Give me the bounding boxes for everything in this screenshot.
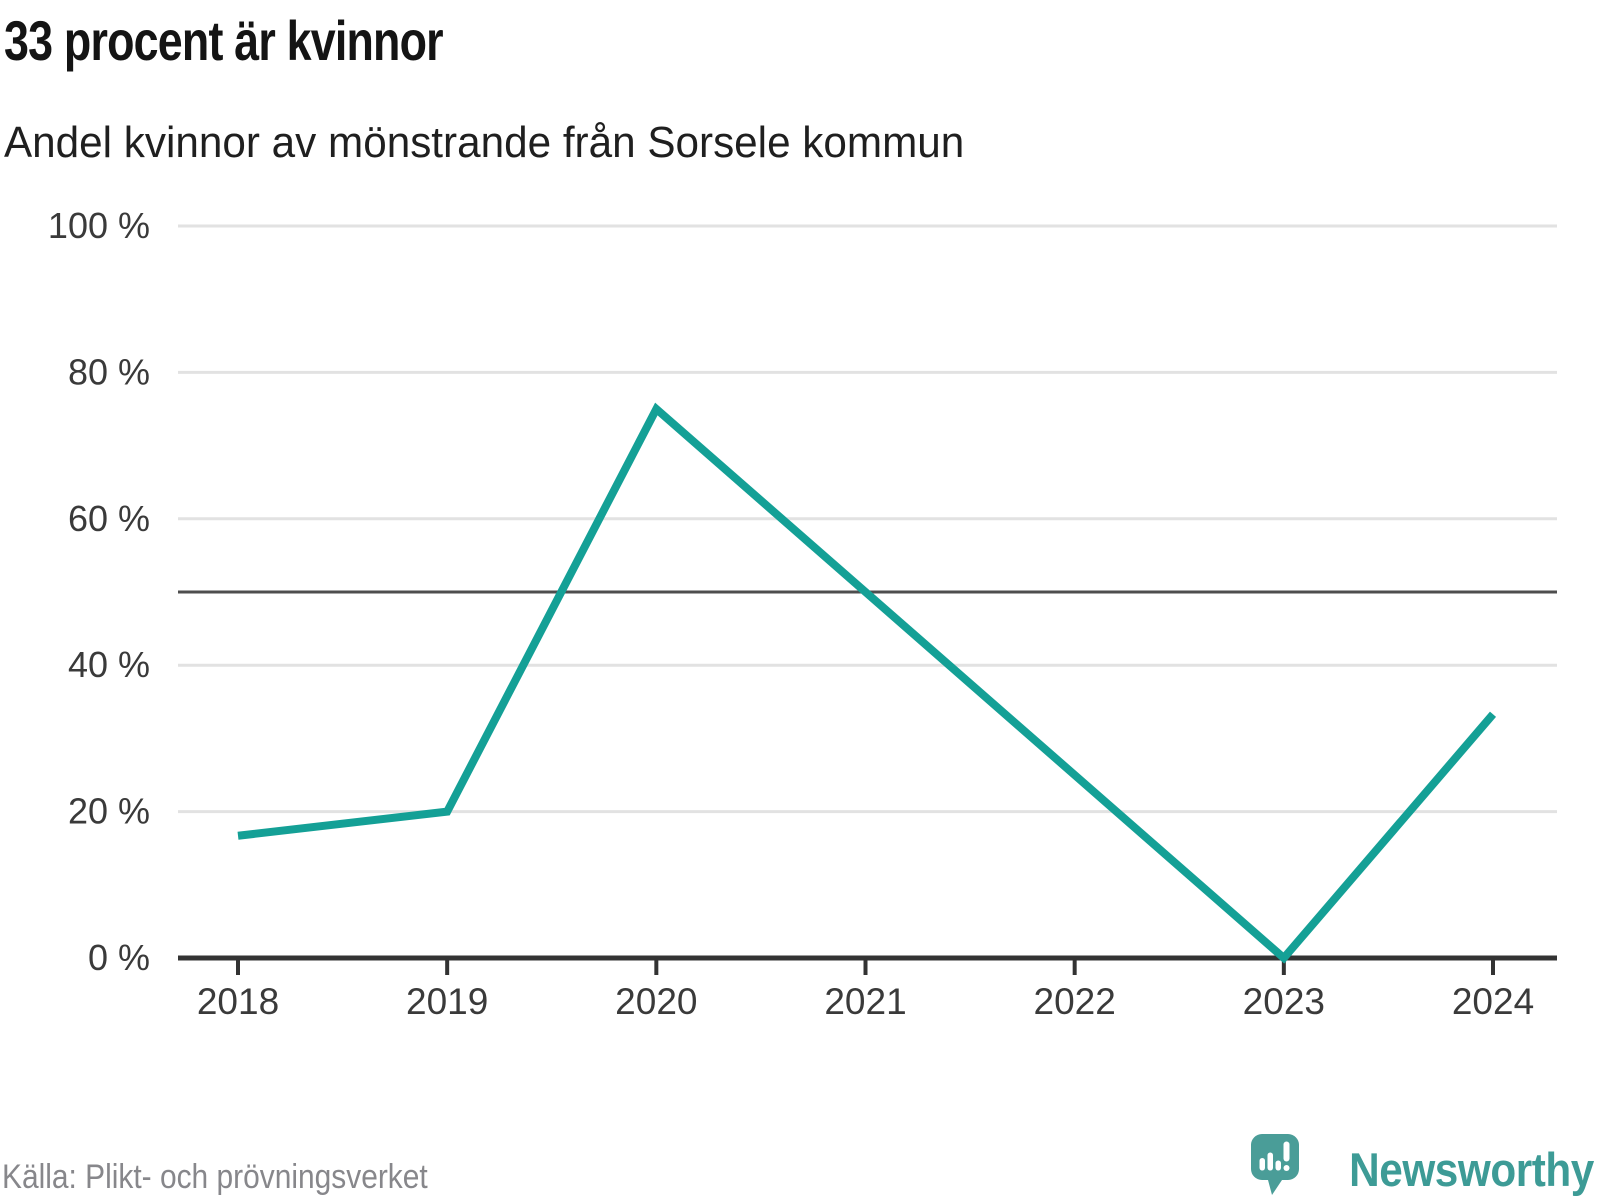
- y-tick-label-100: 100 %: [48, 205, 150, 246]
- x-tick-label-2023: 2023: [1243, 981, 1325, 1022]
- bubble-exclamation-dot: [1283, 1165, 1290, 1171]
- x-tick-label-2020: 2020: [615, 981, 697, 1022]
- x-tick-label-2024: 2024: [1452, 981, 1534, 1022]
- y-tick-label-0: 0 %: [88, 937, 150, 978]
- x-tick-label-2019: 2019: [406, 981, 488, 1022]
- newsworthy-logo: Newsworthy: [1251, 1134, 1594, 1197]
- x-tick-label-2021: 2021: [824, 981, 906, 1022]
- source-note: Källa: Plikt- och prövningsverket: [2, 1158, 428, 1196]
- y-tick-label-60: 60 %: [68, 498, 150, 539]
- series-line-andel-kvinnor: [237, 402, 1497, 964]
- x-tick-label-2022: 2022: [1034, 981, 1116, 1022]
- newsworthy-speech-bubble-icon: [1251, 1134, 1300, 1195]
- x-tick-label-2018: 2018: [197, 981, 279, 1022]
- chart-subtitle: Andel kvinnor av mönstrande från Sorsele…: [4, 118, 965, 167]
- bubble-bar-chart-glyph: [1259, 1141, 1290, 1171]
- y-tick-label-80: 80 %: [68, 351, 150, 392]
- chart-title: 33 procent är kvinnor: [4, 9, 444, 72]
- newsworthy-logo-text: Newsworthy: [1349, 1143, 1594, 1196]
- y-tick-label-40: 40 %: [68, 644, 150, 685]
- bubble-exclamation-bar: [1283, 1141, 1290, 1162]
- y-tick-label-20: 20 %: [68, 791, 150, 832]
